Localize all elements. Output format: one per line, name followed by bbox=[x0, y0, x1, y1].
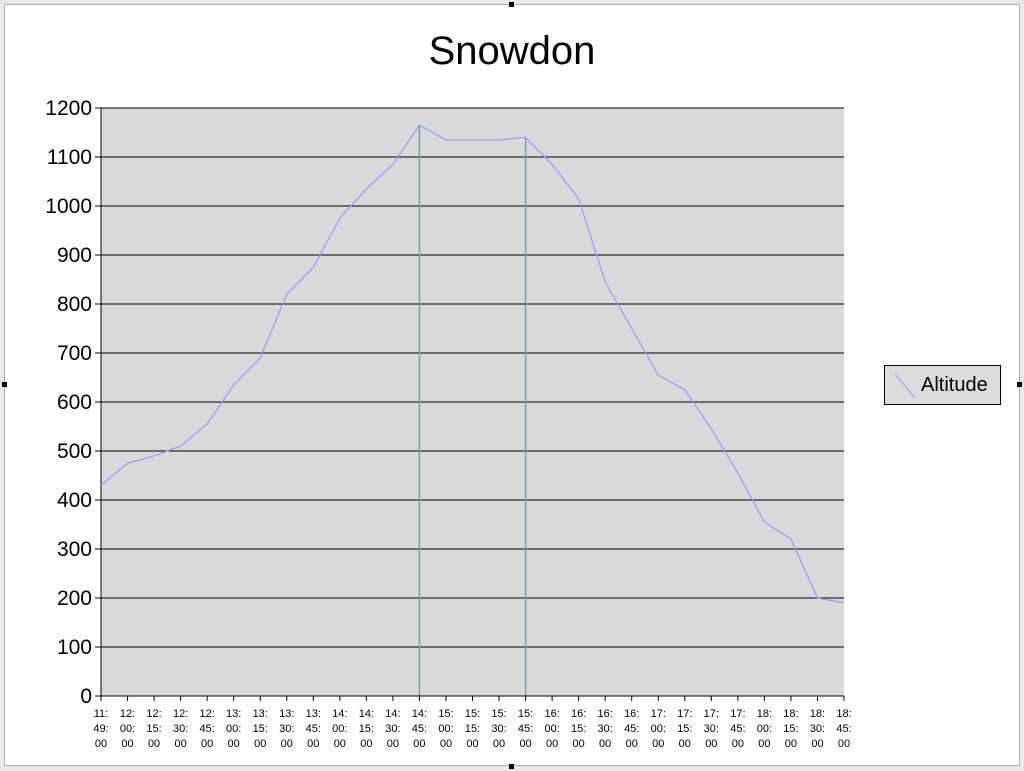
x-tick-label: 14: 45: 00 bbox=[412, 708, 427, 750]
x-tick-label: 17: 45: 00 bbox=[730, 708, 745, 750]
x-tick-label: 15: 00: 00 bbox=[438, 708, 453, 750]
x-tick-label: 15: 45: 00 bbox=[518, 708, 533, 750]
x-tick-label: 12: 30: 00 bbox=[173, 708, 188, 750]
x-tick-label: 12: 15: 00 bbox=[146, 708, 161, 750]
y-tick-label: 0 bbox=[80, 685, 92, 708]
y-tick-label: 200 bbox=[57, 587, 92, 610]
resize-handle-right[interactable] bbox=[1017, 382, 1022, 387]
x-tick-label: 16: 45: 00 bbox=[624, 708, 639, 750]
x-tick-label: 14: 00: 00 bbox=[332, 708, 347, 750]
vertical-markers bbox=[418, 125, 527, 696]
series-line-altitude bbox=[100, 124, 845, 604]
resize-handle-top[interactable] bbox=[509, 2, 514, 7]
y-tick-label: 1000 bbox=[45, 195, 92, 218]
y-tick-label: 1100 bbox=[47, 146, 92, 169]
y-axis: 0 100 200 300 400 500 600 700 800 900 1000 1100 1200 bbox=[45, 97, 102, 708]
x-axis: 11: 49: 00 12: 00: 00 12: 15: 00 12: 30: 00 12: 45: 00… bbox=[93, 695, 852, 750]
y-tick-label: 600 bbox=[57, 391, 92, 414]
x-tick-label: 16: 30: 00 bbox=[598, 708, 613, 750]
x-tick-label: 15: 30: 00 bbox=[491, 708, 506, 750]
y-tick-label: 800 bbox=[57, 293, 92, 316]
x-tick-label: 13: 15: 00 bbox=[253, 708, 268, 750]
y-tick-label: 300 bbox=[57, 538, 92, 561]
y-tick-label: 700 bbox=[57, 342, 92, 365]
y-tick-label: 400 bbox=[57, 489, 92, 512]
x-tick-label: 15: 15: 00 bbox=[465, 708, 480, 750]
x-tick-label: 16: 15: 00 bbox=[571, 708, 586, 750]
x-tick-label: 12: 45: 00 bbox=[199, 708, 214, 750]
x-tick-label: 13: 30: 00 bbox=[279, 708, 294, 750]
x-tick-label: 17: 00: 00 bbox=[651, 708, 666, 750]
legend[interactable]: Altitude bbox=[884, 365, 1001, 405]
x-tick-label: 14: 15: 00 bbox=[359, 708, 374, 750]
x-tick-label: 17: 30: 00 bbox=[704, 708, 719, 750]
x-tick-label: 18: 45: 00 bbox=[836, 708, 851, 750]
x-tick-label: 18: 00: 00 bbox=[757, 708, 772, 750]
x-tick-label: 12: 00: 00 bbox=[120, 708, 135, 750]
x-tick-label: 16: 00: 00 bbox=[544, 708, 559, 750]
x-tick-label: 17: 15: 00 bbox=[677, 708, 692, 750]
x-tick-label: 18: 15: 00 bbox=[783, 708, 798, 750]
y-tick-label: 900 bbox=[57, 244, 92, 267]
legend-series-swatch bbox=[894, 373, 916, 399]
y-tick-label: 500 bbox=[57, 440, 92, 463]
chart-title: Snowdon bbox=[429, 29, 596, 73]
resize-handle-left[interactable] bbox=[2, 382, 7, 387]
resize-handle-bottom[interactable] bbox=[509, 764, 514, 769]
x-tick-label: 13: 00: 00 bbox=[226, 708, 241, 750]
y-tick-label: 1200 bbox=[45, 97, 92, 120]
x-tick-label: 18: 30: 00 bbox=[810, 708, 825, 750]
legend-label-altitude: Altitude bbox=[921, 374, 988, 396]
x-tick-label: 11: 49: 00 bbox=[93, 708, 108, 750]
x-tick-label: 14: 30: 00 bbox=[385, 708, 400, 750]
x-tick-label: 13: 45: 00 bbox=[306, 708, 321, 750]
series-group bbox=[100, 124, 845, 604]
y-tick-label: 100 bbox=[57, 636, 92, 659]
